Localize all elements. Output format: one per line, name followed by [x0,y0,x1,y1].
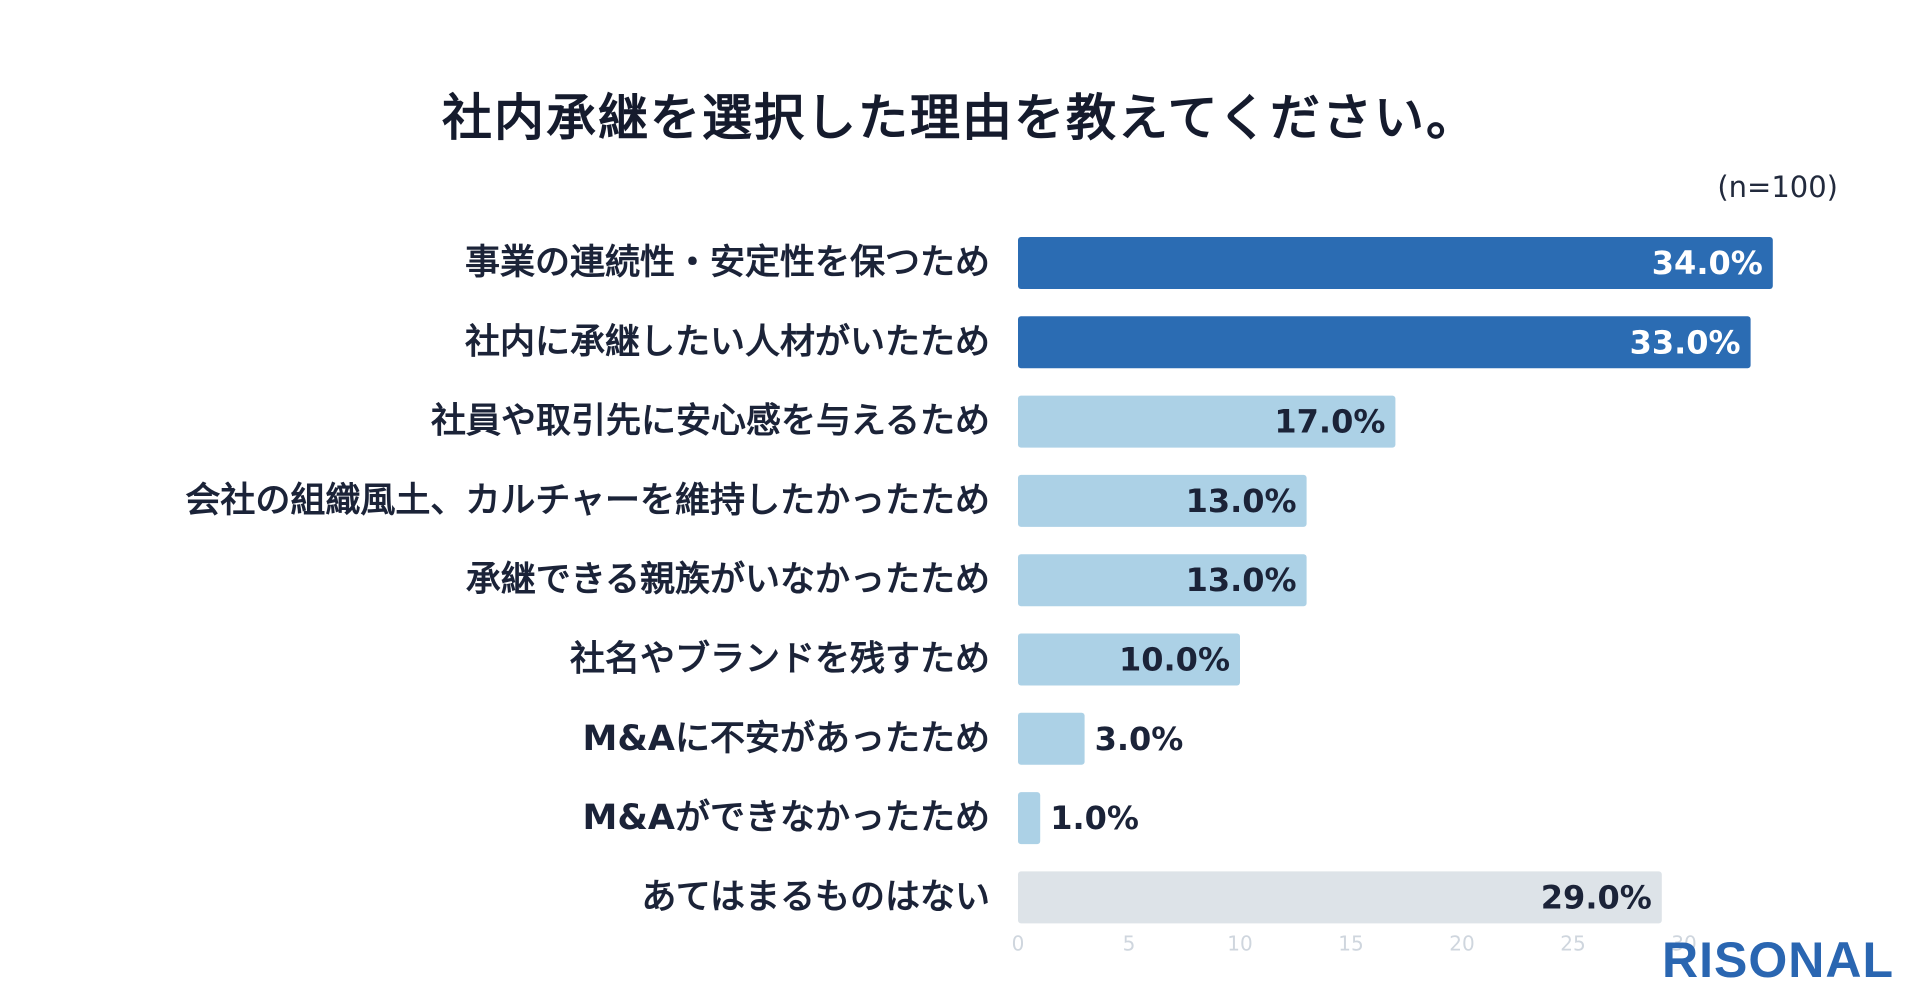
x-tick-label: 15 [1338,931,1363,955]
bar-series [1018,237,1773,924]
value-label: 1.0% [1050,799,1139,837]
x-tick-label: 10 [1227,931,1252,955]
bar [1018,554,1307,607]
bar [1018,316,1751,369]
category-label: あてはまるものはない [641,877,990,917]
chart-title: 社内承継を選択した理由を教えてください。 [442,89,1478,147]
bar [1018,792,1041,845]
bar [1018,237,1773,289]
x-tick-label: 30 [1671,931,1696,955]
value-label: 29.0% [1541,878,1652,916]
sample-size-note: (n=100) [1717,170,1838,204]
category-label: 社員や取引先に安心感を与えるため [431,402,990,442]
value-label: 3.0% [1095,720,1184,758]
x-axis-ticks: 0 5 10 15 20 25 30 [1012,931,1697,955]
value-label: 13.0% [1186,482,1297,520]
x-tick-label: 0 [1012,931,1025,955]
bar [1018,712,1085,765]
bar [1018,395,1396,448]
x-tick-label: 5 [1123,931,1136,955]
value-label: 33.0% [1630,323,1741,361]
value-label: 17.0% [1274,403,1385,441]
value-labels: 34.0% 33.0% 17.0% 13.0% 13.0% 10.0% 3.0% 1.0% 29… [1050,244,1763,916]
bar [1018,633,1240,686]
category-label: 会社の組織風土、カルチャーを維持したかったため [185,481,990,521]
value-label: 10.0% [1119,641,1230,679]
category-label: M&Aができなかったため [583,798,990,838]
category-label: 承継できる親族がいなかったため [466,560,990,600]
category-label: 事業の連続性・安定性を保つため [465,243,990,283]
category-label: 社名やブランドを残すため [570,639,990,680]
bar [1018,474,1307,527]
x-tick-label: 20 [1449,931,1474,955]
category-label: M&Aに不安があったため [583,719,990,759]
bar [1018,871,1662,924]
category-label: 社内に承継したい人材がいたため [465,322,990,362]
risonal-logo: RISONAL [1662,932,1894,988]
value-label: 13.0% [1186,561,1297,599]
x-tick-label: 25 [1560,931,1585,955]
category-labels: 事業の連続性・安定性を保つため社内に承継したい人材がいたため社員や取引先に安心感… [185,243,990,917]
value-label: 34.0% [1652,244,1763,282]
